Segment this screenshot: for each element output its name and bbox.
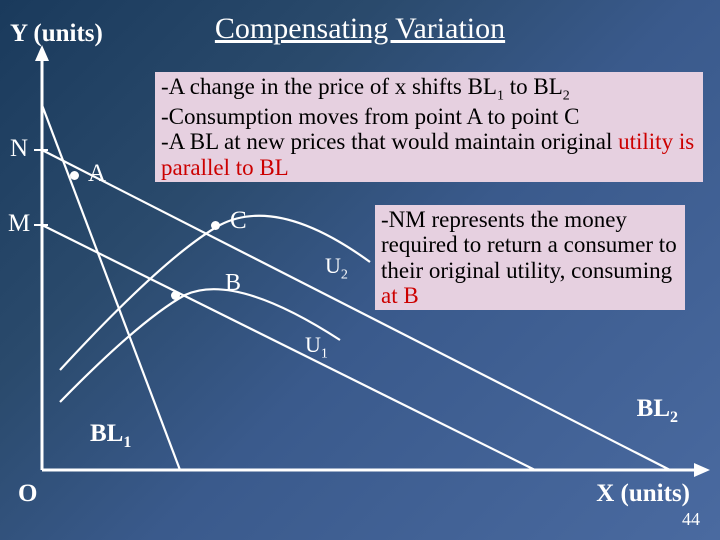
point-C-dot bbox=[211, 221, 220, 230]
point-A-dot bbox=[70, 171, 79, 180]
explanation-box-1: -A change in the price of x shifts BL1 t… bbox=[155, 72, 703, 182]
point-B-dot bbox=[171, 291, 180, 300]
explanation-box-2: -NM represents the money required to ret… bbox=[375, 205, 685, 310]
slide-container: Compensating Variation Y (units) X (unit… bbox=[0, 0, 720, 540]
